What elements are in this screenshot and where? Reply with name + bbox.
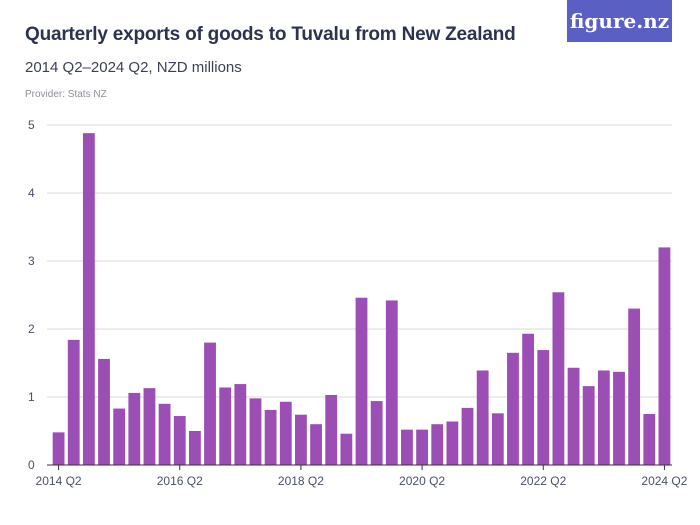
bar-2015-q3[interactable] xyxy=(128,392,141,465)
figure-nz-logo[interactable]: figure.nz xyxy=(567,0,672,42)
bar-2016-q2[interactable] xyxy=(173,416,186,465)
bar-2017-q1[interactable] xyxy=(219,387,232,465)
y-tick-label: 4 xyxy=(28,186,35,200)
x-tick-label: 2022 Q2 xyxy=(520,474,566,488)
bar-2018-q4[interactable] xyxy=(325,394,338,465)
bar-2018-q1[interactable] xyxy=(279,401,292,465)
bar-2021-q4[interactable] xyxy=(507,352,519,465)
x-tick-label: 2018 Q2 xyxy=(278,474,324,488)
bar-2020-q2[interactable] xyxy=(416,429,428,465)
x-axis: 2014 Q2 2016 Q2 2018 Q2 2020 Q2 2022 Q2 2024 … xyxy=(36,464,688,488)
bar-2021-q3[interactable] xyxy=(491,413,504,465)
bar-2015-q1[interactable] xyxy=(98,358,110,465)
bar-2019-q2[interactable] xyxy=(355,297,368,465)
bar-2014-q4[interactable] xyxy=(82,133,95,465)
bar-2015-q4[interactable] xyxy=(143,388,156,465)
chart-title: Quarterly exports of goods to Tuvalu fro… xyxy=(25,24,516,45)
bar-2021-q2[interactable] xyxy=(476,370,489,465)
bar-2019-q1[interactable] xyxy=(340,433,353,465)
bar-2016-q1[interactable] xyxy=(158,403,171,465)
y-tick-label: 2 xyxy=(28,322,35,336)
bar-2014-q3[interactable] xyxy=(67,339,80,465)
bar-2018-q2[interactable] xyxy=(295,414,307,465)
bar-2023-q4[interactable] xyxy=(628,308,641,465)
bar-2023-q1[interactable] xyxy=(582,386,595,465)
y-tick-label: 1 xyxy=(28,390,35,404)
chart-subtitle: 2014 Q2–2024 Q2, NZD millions xyxy=(25,59,242,76)
bars xyxy=(52,133,671,465)
bar-2023-q2[interactable] xyxy=(597,370,610,465)
y-axis-labels: 0 1 2 3 4 5 xyxy=(28,118,35,472)
provider-note: Provider: Stats NZ xyxy=(25,89,107,100)
bar-2022-q1[interactable] xyxy=(522,333,535,465)
x-tick-label: 2016 Q2 xyxy=(157,474,203,488)
bar-2023-q3[interactable] xyxy=(613,371,625,465)
bar-2017-q2[interactable] xyxy=(234,384,247,465)
bar-2022-q3[interactable] xyxy=(552,292,565,465)
bar-2014-q2[interactable] xyxy=(52,432,65,465)
bar-2020-q3[interactable] xyxy=(431,424,444,465)
bar-2021-q1[interactable] xyxy=(461,407,474,465)
y-tick-label: 0 xyxy=(28,458,35,472)
bar-2022-q4[interactable] xyxy=(567,367,580,465)
y-tick-label: 5 xyxy=(28,118,35,132)
bar-2024-q1[interactable] xyxy=(643,414,656,465)
bar-2019-q4[interactable] xyxy=(385,300,398,465)
bar-2018-q3[interactable] xyxy=(310,424,322,465)
y-tick-label: 3 xyxy=(28,254,35,268)
bar-2024-q2[interactable] xyxy=(658,247,671,465)
bar-2020-q4[interactable] xyxy=(446,421,459,465)
bar-2019-q3[interactable] xyxy=(370,401,383,465)
bar-2015-q2[interactable] xyxy=(113,408,126,465)
x-tick-label: 2020 Q2 xyxy=(399,474,445,488)
x-tick-label: 2024 Q2 xyxy=(641,474,687,488)
bar-2016-q3[interactable] xyxy=(188,431,201,465)
bar-2017-q3[interactable] xyxy=(249,398,262,465)
bar-2016-q4[interactable] xyxy=(204,342,216,465)
bar-2017-q4[interactable] xyxy=(264,409,277,465)
bar-2020-q1[interactable] xyxy=(401,429,413,465)
bar-2022-q2[interactable] xyxy=(537,350,550,465)
x-tick-label: 2014 Q2 xyxy=(36,474,82,488)
